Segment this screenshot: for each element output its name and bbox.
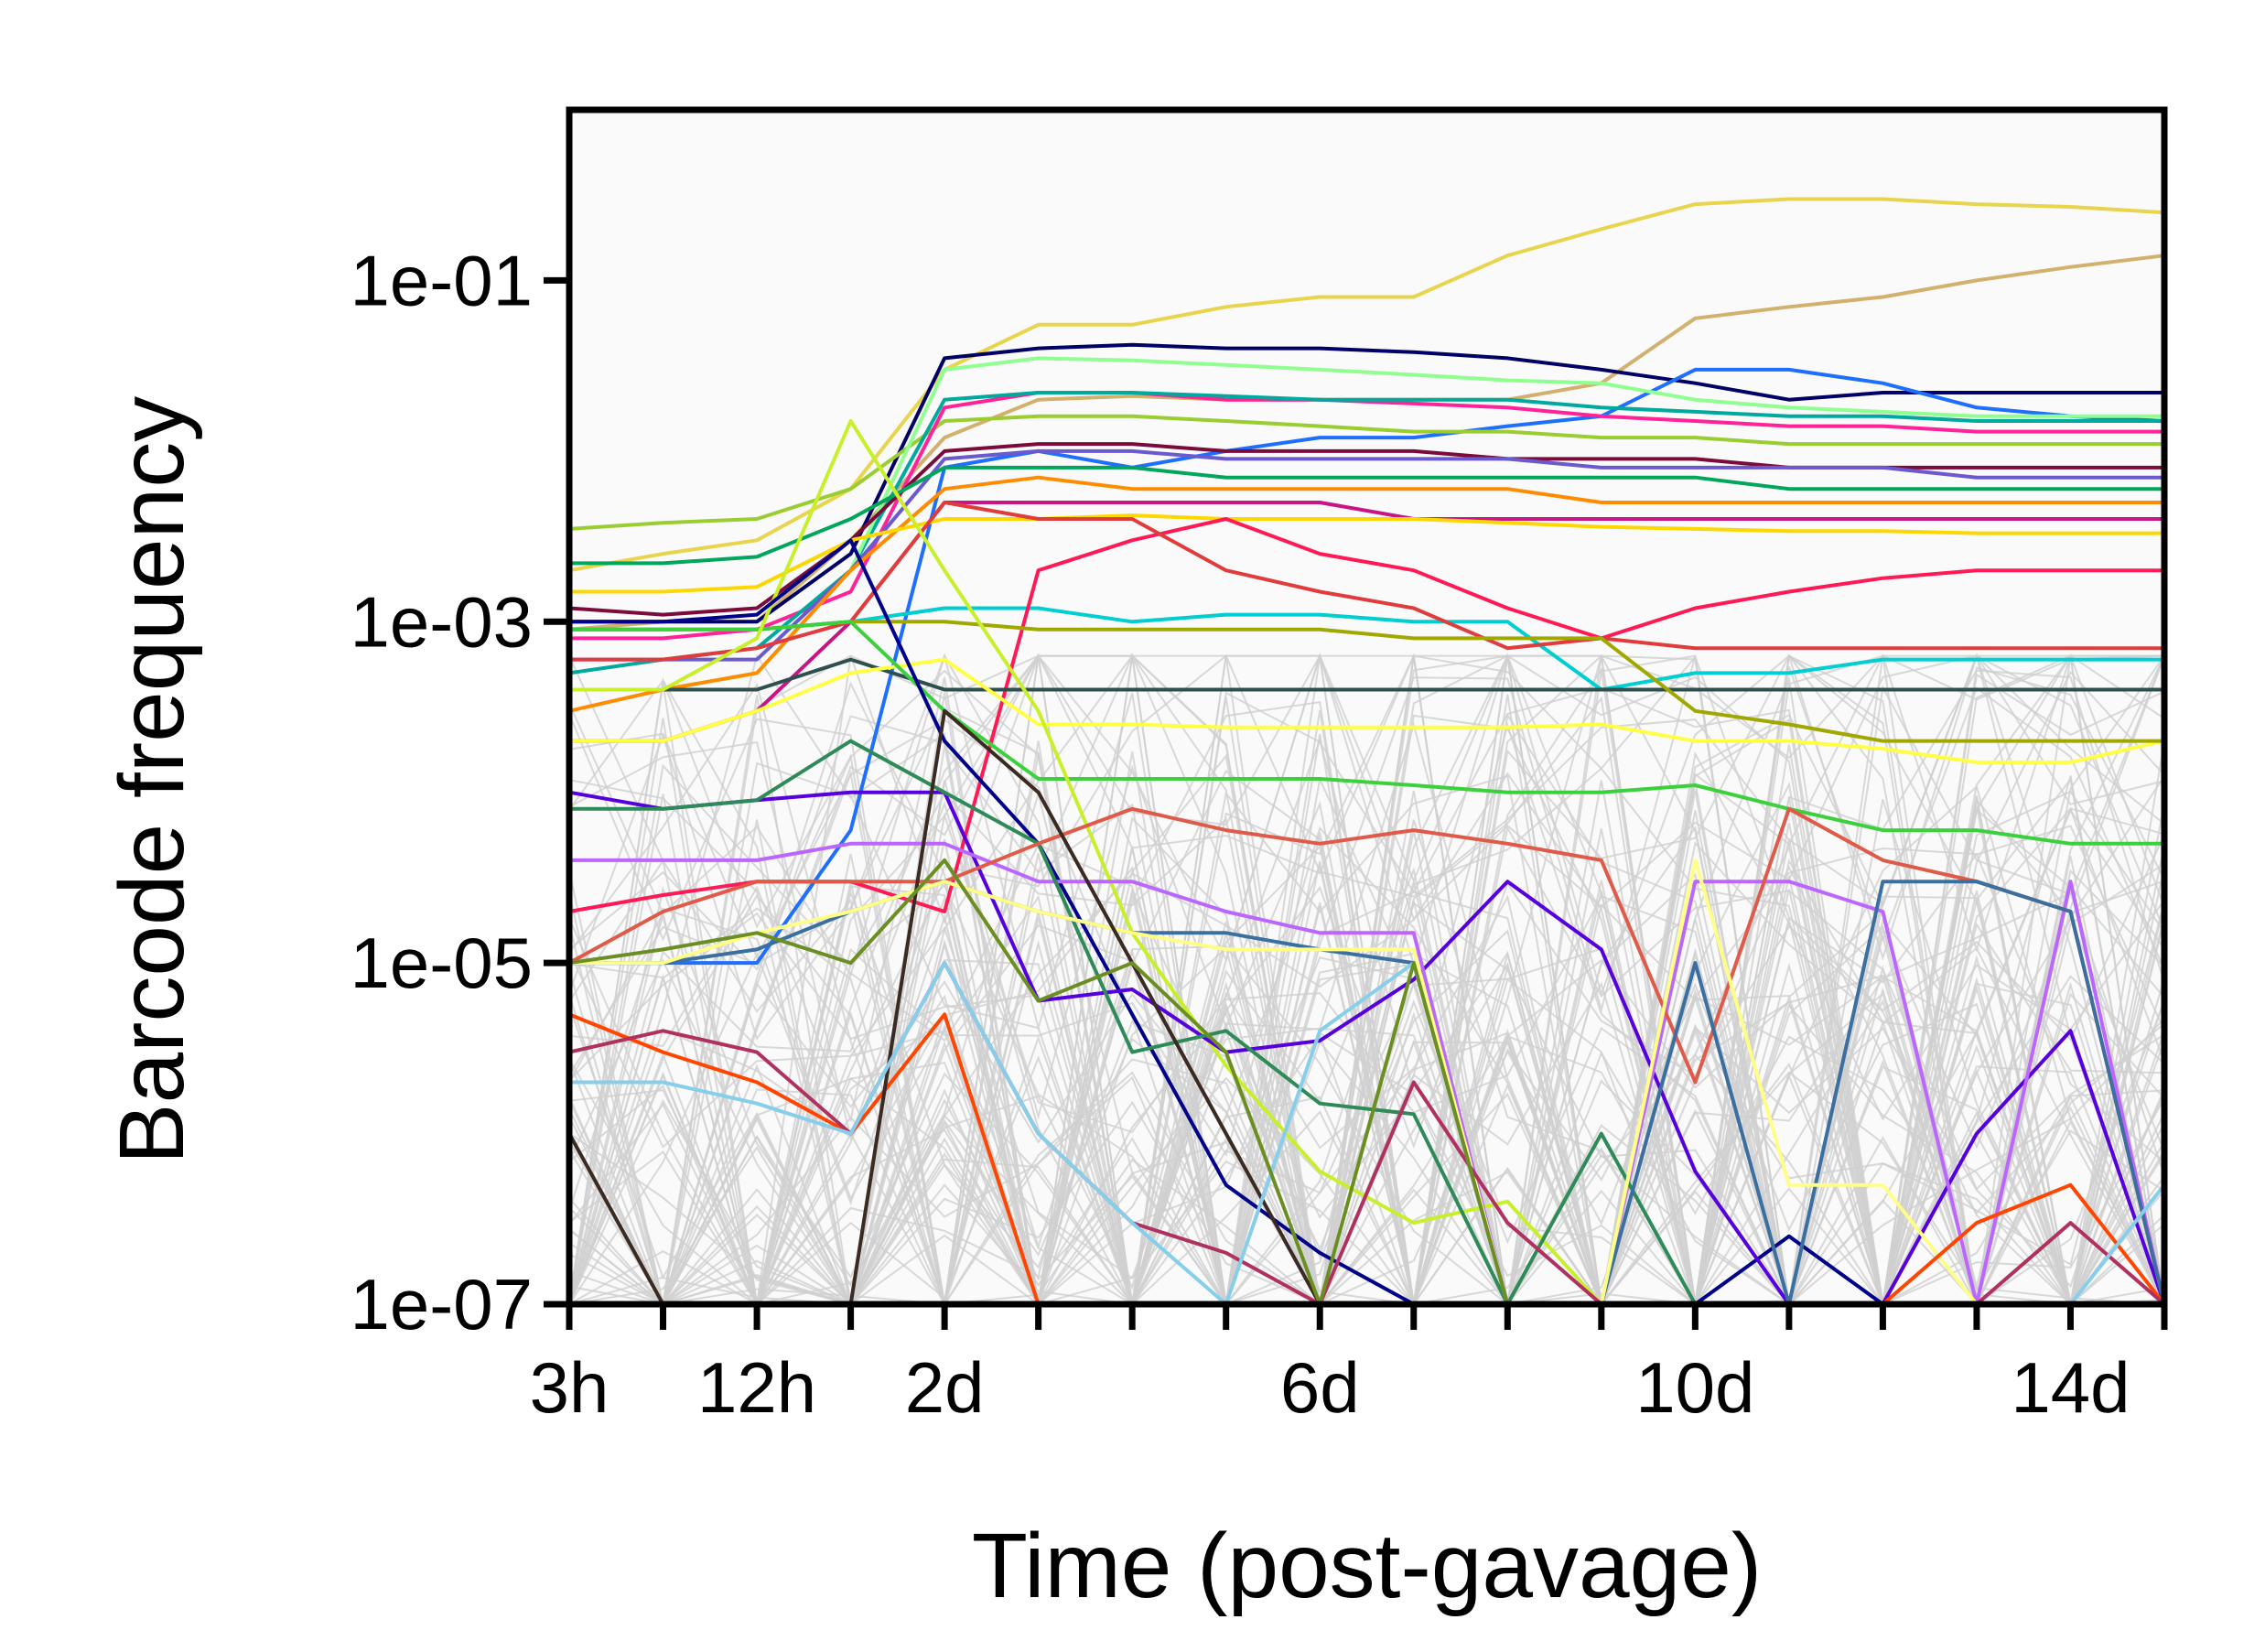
series-line-25 — [569, 841, 2166, 1306]
background-series-line — [568, 925, 2165, 1308]
background-series-line — [568, 750, 2165, 1308]
series-line-24 — [568, 790, 2166, 1306]
background-series-line — [569, 654, 2165, 1305]
y-axis: 1e-07 1e-05 1e-03 1e-01 — [351, 240, 569, 1344]
plot-frame — [566, 106, 2168, 1308]
series-line-29 — [569, 858, 2164, 1306]
series-line-19 — [569, 657, 2165, 764]
background-series-line — [568, 652, 2165, 1308]
series-line-6 — [569, 391, 2164, 641]
series-line-3 — [569, 342, 2164, 624]
series-line-14 — [569, 513, 2164, 594]
series-line-28 — [569, 880, 2166, 1306]
background-series-line — [568, 939, 2165, 1308]
background-series-line — [568, 654, 2164, 1305]
y-tick-label: 1e-03 — [351, 581, 534, 662]
series-line-17 — [569, 501, 2164, 662]
series-line-13 — [569, 501, 2164, 743]
series-line-11 — [569, 465, 2164, 566]
background-series-line — [568, 954, 2165, 1308]
x-tick-label: 10d — [1635, 1347, 1754, 1428]
y-axis-label: Barcode frequency — [101, 396, 203, 1164]
series-line-21 — [569, 620, 2164, 846]
x-axis: 3h 12h 2d 6d 10d 14d — [530, 1304, 2168, 1428]
x-tick-label: 12h — [697, 1347, 816, 1428]
x-tick-label: 2d — [905, 1347, 985, 1428]
series-line-1 — [568, 197, 2165, 573]
x-tick-label: 14d — [2011, 1347, 2130, 1428]
series-line-4 — [569, 367, 2165, 966]
background-series-line — [569, 985, 2165, 1307]
series-line-27 — [568, 806, 2166, 1305]
x-axis-label: Time (post-gavage) — [972, 1515, 1762, 1617]
series-line-18 — [569, 657, 2164, 692]
background-series-line — [568, 653, 2165, 1305]
background-series-line — [568, 654, 2165, 1305]
x-tick-label: 3h — [530, 1347, 609, 1428]
y-tick-label: 1e-05 — [351, 923, 534, 1003]
background-series-line — [568, 775, 2165, 1308]
x-tick-label: 6d — [1280, 1347, 1360, 1428]
series-line-12 — [568, 475, 2164, 713]
series-line-5 — [568, 414, 2164, 531]
y-tick-label: 1e-07 — [351, 1264, 534, 1344]
y-tick-label: 1e-01 — [351, 240, 534, 320]
